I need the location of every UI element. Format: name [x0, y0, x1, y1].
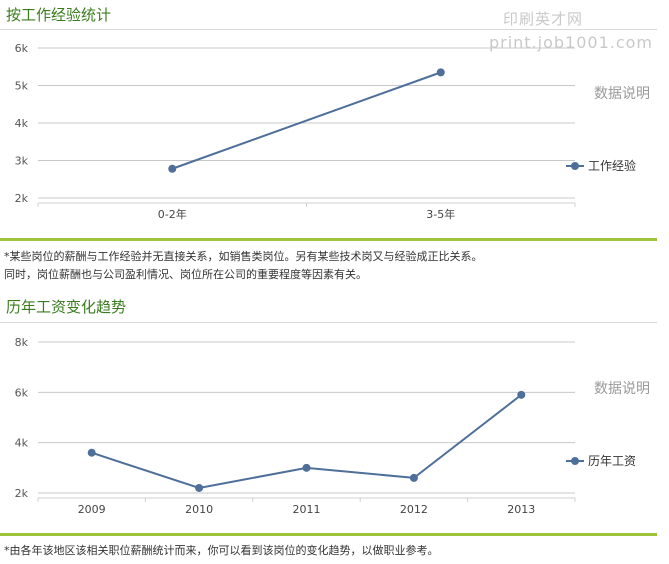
green-divider	[0, 533, 657, 536]
yearly-salary-line-chart: 2k 4k 6k 8k 2009 2010 2011 2012 2013	[15, 336, 576, 516]
legend-yearly-salary[interactable]: 历年工资	[566, 452, 636, 469]
exp-x-tick-label: 3-5年	[426, 207, 455, 221]
note-line: *某些岗位的薪酬与工作经验并无直接关系，如销售类岗位。另有某些技术岗又与经验成正…	[4, 250, 483, 263]
legend-label: 历年工资	[588, 454, 637, 468]
exp-data-point	[436, 68, 445, 77]
exp-y-tick-label: 5k	[15, 80, 29, 93]
divider	[0, 29, 657, 30]
data-note-link[interactable]: 数据说明	[594, 86, 650, 102]
exp-x-tick-label: 0-2年	[158, 207, 187, 221]
year-x-tick-label: 2010	[185, 503, 213, 516]
experience-note: *某些岗位的薪酬与工作经验并无直接关系，如销售类岗位。另有某些技术岗又与经验成正…	[4, 248, 483, 284]
year-x-tick-label: 2013	[507, 503, 535, 516]
data-note-link[interactable]: 数据说明	[594, 381, 650, 397]
legend-experience[interactable]: 工作经验	[566, 157, 636, 174]
legend-label: 工作经验	[588, 159, 637, 173]
legend-marker-icon	[566, 160, 584, 172]
watermark-url: print.job1001.com	[488, 33, 653, 52]
note-line: *由各年该地区该相关职位薪酬统计而来，你可以看到该岗位的变化趋势，以做职业参考。	[4, 544, 439, 557]
year-y-tick-label: 6k	[15, 386, 29, 399]
year-series-line	[91, 394, 522, 489]
year-y-tick-label: 2k	[15, 487, 29, 500]
experience-line-chart: 2k 3k 4k 5k 6k 0-2年 3-5年	[15, 42, 576, 221]
trend-note: *由各年该地区该相关职位薪酬统计而来，你可以看到该岗位的变化趋势，以做职业参考。	[4, 542, 439, 560]
divider	[0, 322, 657, 323]
green-divider	[0, 238, 657, 241]
year-y-tick-label: 8k	[15, 336, 29, 349]
watermark-cn: 印刷英才网	[502, 10, 583, 28]
exp-y-tick-label: 6k	[15, 42, 29, 55]
section-title-trend: 历年工资变化趋势	[6, 298, 127, 316]
year-x-tick-label: 2011	[293, 503, 321, 516]
exp-data-point	[168, 164, 177, 173]
year-data-point	[195, 483, 204, 492]
exp-y-tick-label: 2k	[15, 192, 29, 205]
year-data-point	[409, 473, 418, 482]
year-x-tick-label: 2012	[400, 503, 428, 516]
year-data-point	[87, 448, 96, 457]
year-x-tick-label: 2009	[78, 503, 106, 516]
section-title-experience: 按工作经验统计	[6, 6, 112, 24]
legend-marker-icon	[566, 455, 584, 467]
year-data-point	[302, 463, 311, 472]
year-data-point	[517, 390, 526, 399]
exp-y-tick-label: 3k	[15, 155, 29, 168]
exp-series-line	[171, 71, 442, 170]
exp-y-tick-label: 4k	[15, 117, 29, 130]
year-y-tick-label: 4k	[15, 437, 29, 450]
note-line: 同时，岗位薪酬也与公司盈利情况、岗位所在公司的重要程度等因素有关。	[4, 268, 367, 281]
